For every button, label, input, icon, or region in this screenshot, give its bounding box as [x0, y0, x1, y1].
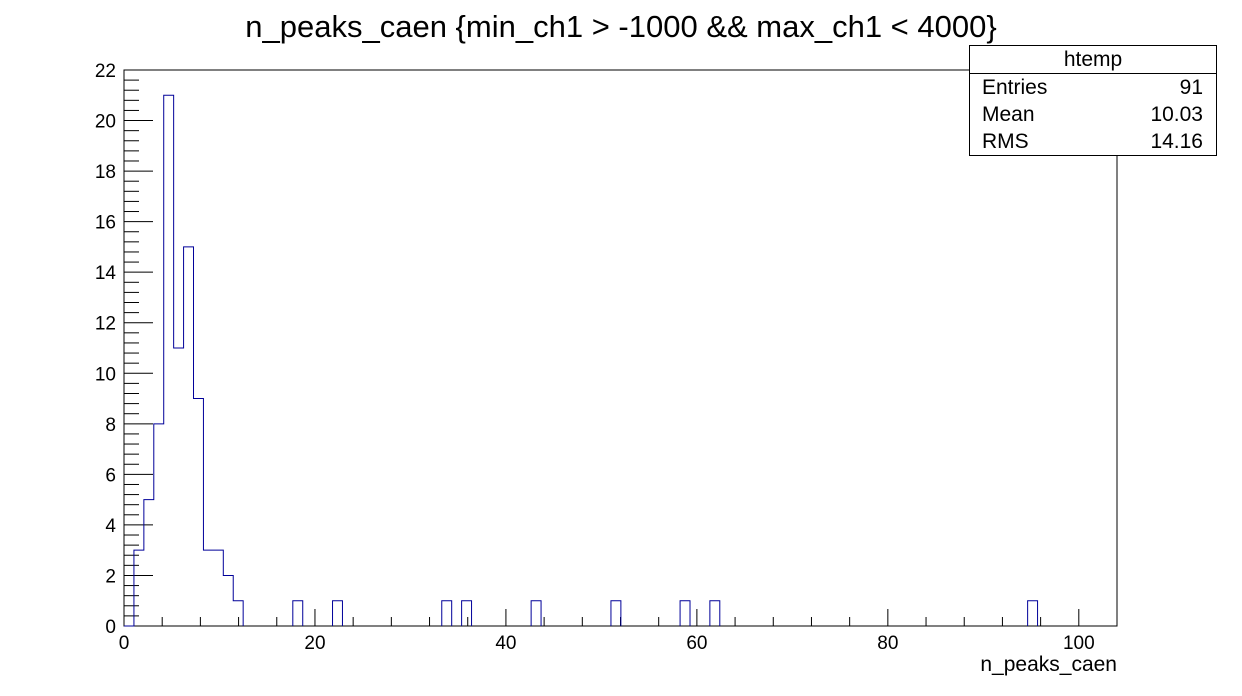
entries-value: 91 [1179, 76, 1203, 99]
rms-value: 14.16 [1150, 130, 1203, 153]
stats-row-rms: RMS 14.16 [970, 128, 1216, 155]
y-tick-label: 0 [105, 617, 116, 638]
stats-box: htemp Entries 91 Mean 10.03 RMS 14.16 [969, 45, 1217, 156]
x-axis: 0 20 40 60 80 100 [119, 609, 1118, 654]
y-tick-label: 14 [95, 263, 117, 284]
x-tick-label: 60 [686, 633, 707, 654]
stats-box-title: htemp [970, 46, 1216, 74]
mean-label: Mean [982, 103, 1035, 126]
histogram-outline [124, 94, 1039, 627]
stats-row-mean: Mean 10.03 [970, 101, 1216, 128]
entries-label: Entries [982, 76, 1048, 99]
x-tick-label: 80 [877, 633, 898, 654]
y-tick-label: 12 [95, 314, 116, 335]
y-tick-label: 18 [95, 162, 116, 183]
y-tick-label: 2 [105, 566, 116, 587]
x-tick-label: 0 [119, 633, 130, 654]
rms-label: RMS [982, 130, 1029, 153]
chart-title: n_peaks_caen {min_ch1 > -1000 && max_ch1… [245, 9, 996, 44]
x-tick-label: 20 [304, 633, 325, 654]
y-tick-label: 4 [105, 516, 116, 537]
y-tick-label: 22 [95, 61, 116, 82]
mean-value: 10.03 [1150, 103, 1203, 126]
x-tick-label: 100 [1063, 633, 1095, 654]
stats-row-entries: Entries 91 [970, 74, 1216, 101]
x-axis-label: n_peaks_caen [980, 653, 1117, 676]
y-tick-label: 10 [95, 364, 116, 385]
y-tick-label: 20 [95, 112, 116, 133]
y-tick-label: 6 [105, 465, 116, 486]
y-axis: 0 2 4 6 8 10 12 14 16 18 20 22 [95, 61, 153, 638]
x-tick-label: 40 [495, 633, 516, 654]
y-tick-label: 8 [105, 415, 116, 436]
y-tick-label: 16 [95, 213, 116, 234]
